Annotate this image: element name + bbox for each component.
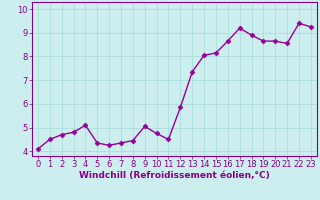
- X-axis label: Windchill (Refroidissement éolien,°C): Windchill (Refroidissement éolien,°C): [79, 171, 270, 180]
